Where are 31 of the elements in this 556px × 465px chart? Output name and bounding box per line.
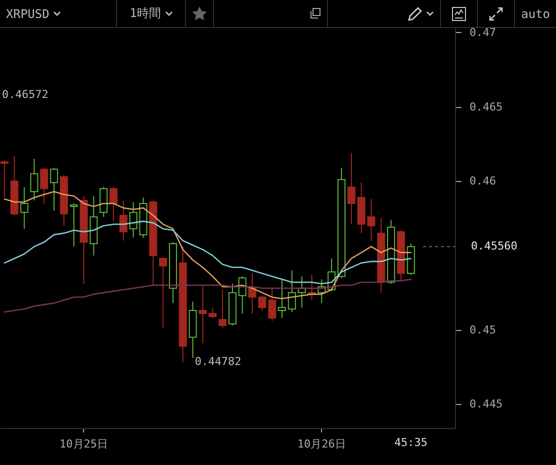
candlestick: [20, 186, 28, 230]
chart-title: XRPUSD: [6, 6, 50, 20]
candlestick: [268, 288, 276, 322]
candlestick: [30, 158, 38, 201]
text: auto: [520, 6, 551, 22]
candlestick: [278, 278, 286, 318]
candlestick: [40, 167, 48, 204]
y-tick-label: 0.465: [470, 100, 503, 114]
x-tick-label: 10月25日: [60, 438, 108, 450]
candlestick: [119, 200, 128, 242]
y-tick-label: 0.445: [470, 398, 503, 411]
annotation: 0.44782: [194, 355, 242, 368]
chart-subtitle: 1時間: [130, 5, 161, 22]
text: 45:35: [394, 436, 428, 449]
y-tick-label: 0.45: [470, 323, 496, 336]
y-tick-label: 0.47: [470, 26, 496, 39]
x-tick-label: 10月26日: [297, 438, 346, 450]
candlestick: [70, 202, 78, 248]
candlestick: [288, 270, 296, 313]
annotation: 0.46572: [2, 88, 48, 101]
candlestick: [347, 152, 356, 225]
candlestick: [159, 256, 168, 329]
candlestick: [110, 186, 118, 222]
candlestick: [208, 307, 217, 318]
y-tick-label: 0.46: [470, 174, 496, 188]
ref-line-label: 0.45560: [471, 240, 518, 253]
candlestick: [218, 289, 227, 329]
candlestick: [100, 186, 108, 218]
candlestick: [198, 284, 207, 344]
candlestick: [0, 160, 8, 198]
candlestick: [50, 167, 58, 212]
